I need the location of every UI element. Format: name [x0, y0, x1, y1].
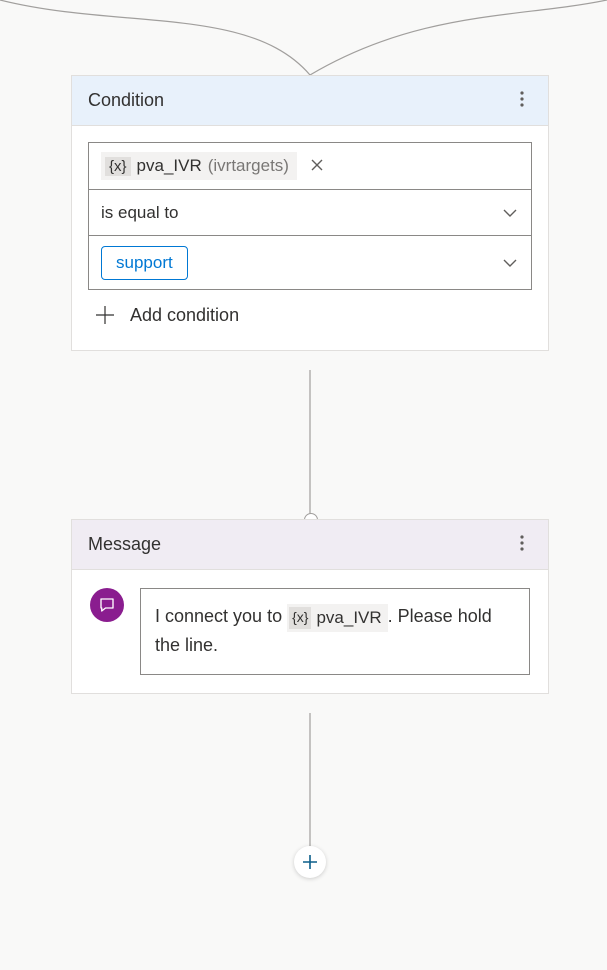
message-text[interactable]: I connect you to {x}pva_IVR. Please hold… — [140, 588, 530, 675]
variable-subtype: (ivrtargets) — [208, 156, 289, 176]
variable-badge-icon: {x} — [105, 157, 131, 176]
more-icon[interactable] — [512, 91, 532, 110]
message-title: Message — [88, 534, 512, 555]
more-icon[interactable] — [512, 535, 532, 554]
condition-body: {x} pva_IVR (ivrtargets) is equal to sup… — [72, 126, 548, 350]
message-body: I connect you to {x}pva_IVR. Please hold… — [72, 570, 548, 693]
variable-name: pva_IVR — [137, 156, 202, 176]
variable-badge-icon: {x} — [289, 607, 311, 629]
condition-card-header[interactable]: Condition — [72, 76, 548, 126]
remove-variable-icon[interactable] — [311, 158, 323, 175]
inline-variable-chip[interactable]: {x}pva_IVR — [287, 604, 388, 632]
condition-value-row[interactable]: support — [89, 235, 531, 289]
chat-icon — [90, 588, 124, 622]
condition-operator-row[interactable]: is equal to — [89, 189, 531, 235]
message-card-header[interactable]: Message — [72, 520, 548, 570]
message-card: Message I connect you to {x}pva_IVR. Ple… — [71, 519, 549, 694]
add-condition-label: Add condition — [130, 305, 239, 326]
condition-variable-row[interactable]: {x} pva_IVR (ivrtargets) — [89, 143, 531, 189]
add-condition-button[interactable]: Add condition — [88, 290, 532, 334]
plus-icon — [302, 854, 318, 870]
condition-expression: {x} pva_IVR (ivrtargets) is equal to sup… — [88, 142, 532, 290]
variable-name: pva_IVR — [316, 605, 381, 631]
condition-title: Condition — [88, 90, 512, 111]
condition-card: Condition {x} pva_IVR (ivrtargets) is eq… — [71, 75, 549, 351]
condition-value[interactable]: support — [101, 246, 188, 280]
chevron-down-icon — [503, 204, 517, 222]
variable-chip[interactable]: {x} pva_IVR (ivrtargets) — [101, 152, 297, 180]
plus-icon — [94, 304, 116, 326]
condition-operator: is equal to — [101, 203, 519, 223]
chevron-down-icon — [503, 254, 517, 272]
add-node-button[interactable] — [294, 846, 326, 878]
message-text-before: I connect you to — [155, 606, 287, 626]
